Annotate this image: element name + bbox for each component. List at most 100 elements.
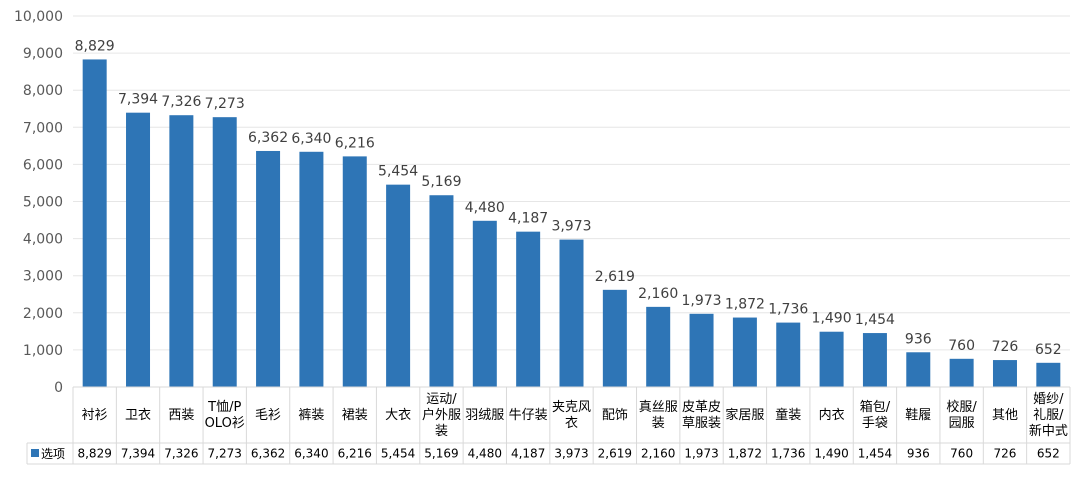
bar bbox=[776, 322, 801, 387]
category-label: 毛衫 bbox=[255, 408, 281, 423]
y-tick-label: 0 bbox=[54, 380, 63, 396]
data-label: 4,480 bbox=[465, 200, 505, 216]
bar bbox=[862, 333, 887, 387]
y-tick-label: 8,000 bbox=[23, 83, 63, 99]
data-label: 726 bbox=[992, 339, 1019, 355]
data-label: 1,872 bbox=[725, 297, 765, 313]
category-label: 校服/园服 bbox=[946, 399, 977, 431]
bar bbox=[429, 195, 454, 387]
data-label: 1,490 bbox=[812, 311, 852, 327]
data-label: 2,619 bbox=[595, 269, 635, 285]
category-label: 配饰 bbox=[602, 408, 628, 423]
data-label: 652 bbox=[1035, 342, 1062, 358]
bar bbox=[1036, 362, 1061, 387]
bar bbox=[169, 115, 194, 388]
bar bbox=[559, 239, 584, 387]
table-value: 7,326 bbox=[164, 447, 198, 461]
category-label: 西装 bbox=[168, 408, 194, 423]
y-tick-label: 7,000 bbox=[23, 120, 63, 136]
data-label: 6,362 bbox=[248, 130, 288, 146]
value-labels: 8,829 7,394 7,326 7,273 6,362 6,340 6,2165,454… bbox=[75, 38, 1062, 357]
category-label: 裤装 bbox=[298, 408, 324, 423]
bar bbox=[342, 156, 367, 387]
table-value: 1,973 bbox=[684, 447, 718, 461]
category-label: 大衣 bbox=[385, 407, 411, 423]
data-label: 936 bbox=[905, 331, 932, 347]
table-value: 6,216 bbox=[338, 447, 372, 461]
table-value: 4,480 bbox=[468, 447, 502, 461]
bar bbox=[992, 360, 1017, 387]
table-value: 6,340 bbox=[294, 447, 328, 461]
bar bbox=[386, 184, 411, 387]
bar bbox=[472, 220, 497, 387]
table-value: 2,160 bbox=[641, 447, 675, 461]
y-tick-label: 5,000 bbox=[23, 195, 63, 211]
category-label: T恤/P OLO衫 bbox=[205, 400, 245, 431]
data-label: 3,973 bbox=[551, 219, 591, 235]
category-label: 鞋履 bbox=[905, 407, 931, 423]
bar bbox=[602, 289, 627, 387]
data-label: 1,454 bbox=[855, 312, 895, 328]
data-label: 760 bbox=[948, 338, 975, 354]
category-label: 家居服 bbox=[725, 407, 764, 423]
bar bbox=[906, 352, 931, 387]
data-label: 5,454 bbox=[378, 164, 418, 180]
category-label: 牛仔装 bbox=[509, 408, 548, 423]
table-value: 726 bbox=[994, 447, 1017, 461]
table-value: 4,187 bbox=[511, 447, 545, 461]
y-tick-label: 6,000 bbox=[23, 157, 63, 173]
table-value: 5,169 bbox=[424, 447, 458, 461]
category-label: 运动/户外服装 bbox=[422, 392, 461, 439]
table-value: 936 bbox=[907, 447, 930, 461]
y-tick-label: 4,000 bbox=[23, 232, 63, 248]
category-label: 衬衫 bbox=[82, 408, 108, 423]
bar bbox=[126, 112, 151, 387]
legend-swatch bbox=[31, 449, 39, 457]
table-value: 3,973 bbox=[554, 447, 588, 461]
bar bbox=[732, 317, 757, 387]
category-label: 婚纱/礼服/新中式 bbox=[1029, 392, 1068, 439]
bar bbox=[256, 150, 281, 387]
bar bbox=[299, 151, 324, 387]
y-tick-label: 9,000 bbox=[23, 46, 63, 62]
table-value: 8,829 bbox=[77, 447, 111, 461]
data-label: 5,169 bbox=[421, 174, 461, 190]
data-label: 6,340 bbox=[291, 131, 331, 147]
category-label: 真丝服装 bbox=[639, 400, 678, 431]
category-label: 卫衣 bbox=[125, 407, 151, 423]
bar bbox=[82, 59, 107, 388]
data-label: 7,394 bbox=[118, 92, 158, 108]
table-value: 652 bbox=[1037, 447, 1060, 461]
gridlines bbox=[73, 15, 1070, 351]
data-label: 7,326 bbox=[161, 94, 201, 110]
table-value: 7,394 bbox=[121, 447, 155, 461]
data-label: 7,273 bbox=[205, 96, 245, 112]
category-label: 内衣 bbox=[819, 407, 845, 423]
data-label: 2,160 bbox=[638, 286, 678, 302]
y-tick-label: 1,000 bbox=[23, 343, 63, 359]
data-label: 1,973 bbox=[681, 293, 721, 309]
category-label: 羽绒服 bbox=[465, 408, 504, 423]
data-label: 1,736 bbox=[768, 302, 808, 318]
y-tick-label: 10,000 bbox=[14, 9, 63, 25]
bars bbox=[82, 59, 1061, 388]
table-value: 1,736 bbox=[771, 447, 805, 461]
category-label: 皮革皮草服装 bbox=[682, 400, 721, 431]
category-label: 童装 bbox=[775, 407, 801, 423]
bar bbox=[689, 313, 714, 387]
y-tick-label: 2,000 bbox=[23, 306, 63, 322]
data-label: 8,829 bbox=[75, 38, 115, 54]
table-value: 1,872 bbox=[728, 447, 762, 461]
category-label: 夹克风衣 bbox=[552, 400, 591, 431]
bar bbox=[212, 117, 237, 388]
bar bbox=[949, 358, 974, 387]
bar bbox=[646, 306, 671, 387]
table-value: 1,454 bbox=[858, 447, 892, 461]
data-label: 4,187 bbox=[508, 211, 548, 227]
table-value: 5,454 bbox=[381, 447, 415, 461]
category-label: 其他 bbox=[992, 408, 1018, 423]
category-label: 裙装 bbox=[342, 408, 368, 423]
table-value: 6,362 bbox=[251, 447, 285, 461]
